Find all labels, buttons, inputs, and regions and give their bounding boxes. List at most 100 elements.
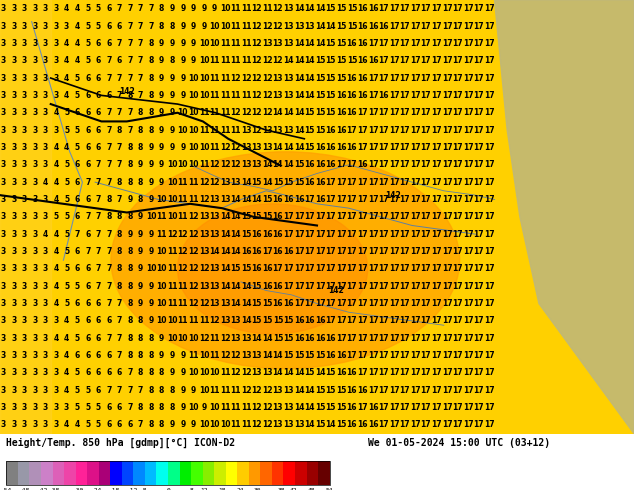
Text: 17: 17 — [399, 265, 410, 273]
Text: 17: 17 — [420, 230, 431, 239]
Text: 10: 10 — [198, 386, 209, 395]
Text: 3: 3 — [22, 74, 27, 82]
Text: 15: 15 — [315, 91, 325, 100]
Text: 15: 15 — [315, 386, 325, 395]
Text: 6: 6 — [85, 368, 90, 377]
Text: 13: 13 — [273, 420, 283, 429]
Text: 17: 17 — [347, 212, 357, 221]
Text: 3: 3 — [11, 386, 16, 395]
Text: 17: 17 — [410, 91, 420, 100]
Text: 4: 4 — [53, 108, 58, 117]
Text: 17: 17 — [431, 299, 442, 308]
Text: 6: 6 — [96, 299, 101, 308]
Text: 3: 3 — [11, 247, 16, 256]
Text: 17: 17 — [357, 195, 368, 204]
Text: 10: 10 — [188, 403, 198, 412]
Text: 13: 13 — [230, 334, 241, 343]
Text: 17: 17 — [463, 22, 474, 30]
Text: 17: 17 — [336, 299, 347, 308]
Text: 17: 17 — [378, 143, 389, 152]
Text: 17: 17 — [378, 317, 389, 325]
Text: 9: 9 — [191, 56, 196, 65]
Text: 9: 9 — [127, 195, 133, 204]
Text: 17: 17 — [399, 212, 410, 221]
Text: 7: 7 — [106, 160, 112, 169]
Text: 13: 13 — [273, 39, 283, 48]
Text: 11: 11 — [241, 403, 252, 412]
Text: 17: 17 — [357, 265, 368, 273]
Text: 3: 3 — [32, 351, 37, 360]
Text: 6: 6 — [85, 143, 90, 152]
Text: 7: 7 — [106, 299, 112, 308]
Text: 9: 9 — [148, 230, 153, 239]
Text: 17: 17 — [399, 56, 410, 65]
Text: 15: 15 — [283, 334, 294, 343]
Text: 4: 4 — [53, 247, 58, 256]
Text: 17: 17 — [431, 247, 442, 256]
Bar — [203, 461, 215, 486]
Text: 17: 17 — [431, 265, 442, 273]
Text: 10: 10 — [188, 74, 198, 82]
Text: 14: 14 — [241, 178, 252, 187]
Bar — [261, 461, 273, 486]
Text: 13: 13 — [209, 195, 220, 204]
Text: 3: 3 — [43, 195, 48, 204]
Text: 16: 16 — [294, 195, 304, 204]
Text: 15: 15 — [315, 403, 325, 412]
Text: 17: 17 — [294, 265, 304, 273]
Text: 17: 17 — [294, 282, 304, 291]
Bar — [53, 461, 65, 486]
Text: 5: 5 — [75, 403, 80, 412]
Text: 17: 17 — [420, 56, 431, 65]
Text: 11: 11 — [209, 386, 220, 395]
Text: 14: 14 — [304, 39, 315, 48]
Text: 9: 9 — [148, 282, 153, 291]
Text: 7: 7 — [96, 282, 101, 291]
Text: 17: 17 — [389, 265, 399, 273]
Text: 17: 17 — [420, 178, 431, 187]
Text: 17: 17 — [484, 4, 495, 13]
Text: 17: 17 — [304, 247, 315, 256]
Text: 3: 3 — [32, 108, 37, 117]
Text: 3: 3 — [43, 420, 48, 429]
Text: 3: 3 — [53, 125, 58, 135]
Text: 17: 17 — [474, 247, 484, 256]
Text: 7: 7 — [117, 160, 122, 169]
Text: 6: 6 — [85, 265, 90, 273]
Text: 6: 6 — [85, 160, 90, 169]
Text: 17: 17 — [378, 351, 389, 360]
Text: 4: 4 — [64, 334, 69, 343]
Text: 12: 12 — [252, 22, 262, 30]
Text: 4: 4 — [43, 178, 48, 187]
Text: 17: 17 — [484, 143, 495, 152]
Text: Height/Temp. 850 hPa [gdmp][°C] ICON-D2: Height/Temp. 850 hPa [gdmp][°C] ICON-D2 — [6, 438, 235, 448]
Text: 11: 11 — [198, 317, 209, 325]
Text: 11: 11 — [220, 56, 230, 65]
Text: 6: 6 — [96, 39, 101, 48]
Bar — [75, 461, 87, 486]
Text: 17: 17 — [357, 368, 368, 377]
Text: 17: 17 — [463, 265, 474, 273]
Text: 17: 17 — [410, 368, 420, 377]
Text: 16: 16 — [283, 247, 294, 256]
Text: 8: 8 — [127, 143, 133, 152]
Text: 6: 6 — [96, 125, 101, 135]
Text: 3: 3 — [32, 195, 37, 204]
Text: 17: 17 — [474, 368, 484, 377]
Text: 17: 17 — [336, 195, 347, 204]
Text: 15: 15 — [273, 317, 283, 325]
Text: 9: 9 — [159, 39, 164, 48]
Text: 17: 17 — [442, 247, 452, 256]
Text: 7: 7 — [106, 282, 112, 291]
Text: 12: 12 — [230, 108, 241, 117]
Text: 17: 17 — [484, 125, 495, 135]
Text: 4: 4 — [53, 195, 58, 204]
Text: 7: 7 — [106, 334, 112, 343]
Text: 5: 5 — [64, 108, 69, 117]
Text: 17: 17 — [452, 265, 463, 273]
Text: 10: 10 — [146, 265, 157, 273]
Text: 17: 17 — [463, 74, 474, 82]
Text: 17: 17 — [463, 282, 474, 291]
Text: 13: 13 — [209, 265, 220, 273]
Text: 3: 3 — [43, 160, 48, 169]
